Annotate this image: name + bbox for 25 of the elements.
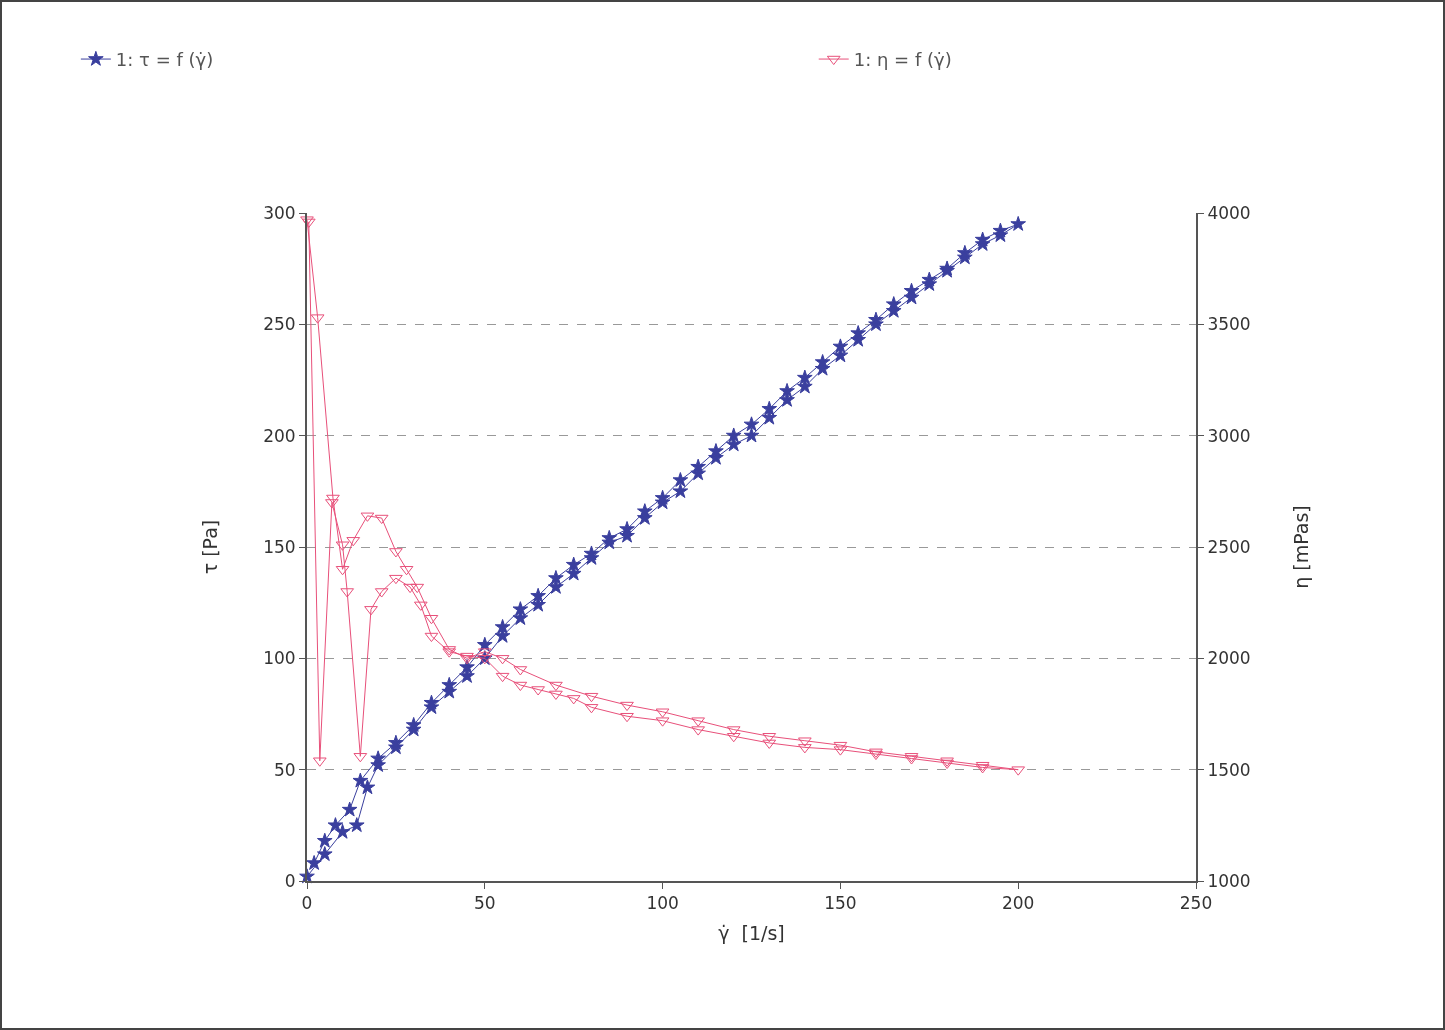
y2-tick-label: 2000 xyxy=(1207,648,1251,669)
y-tick-label: 50 xyxy=(273,759,296,780)
x-tick-label: 0 xyxy=(301,893,313,914)
x-axis-title: γ̇ [1/s] xyxy=(718,921,785,944)
x-tick-label: 100 xyxy=(646,893,679,914)
y2-tick-label: 3500 xyxy=(1207,314,1251,335)
y-tick-label: 100 xyxy=(263,648,296,669)
y2-tick-label: 1500 xyxy=(1207,759,1251,780)
y2-tick-label: 2500 xyxy=(1207,536,1251,557)
legend-label: 1: τ = f (γ̇) xyxy=(115,49,214,71)
y-tick-label: 150 xyxy=(263,536,296,557)
y-tick-label: 0 xyxy=(284,870,296,891)
y-tick-label: 300 xyxy=(263,202,296,223)
x-tick-label: 200 xyxy=(1001,893,1035,914)
y-tick-label: 250 xyxy=(263,314,296,335)
y2-tick-label: 3000 xyxy=(1207,425,1251,446)
y2-tick-label: 1000 xyxy=(1207,870,1251,891)
x-tick-label: 50 xyxy=(473,893,496,914)
legend-label: 1: η = f (γ̇) xyxy=(853,49,952,71)
y-axis-title: τ [Pa] xyxy=(199,519,222,575)
x-tick-label: 250 xyxy=(1179,893,1213,914)
y-tick-label: 200 xyxy=(263,425,296,446)
x-tick-label: 150 xyxy=(824,893,857,914)
y2-axis-title: η [mPas] xyxy=(1289,505,1312,589)
y2-tick-label: 4000 xyxy=(1207,202,1251,223)
